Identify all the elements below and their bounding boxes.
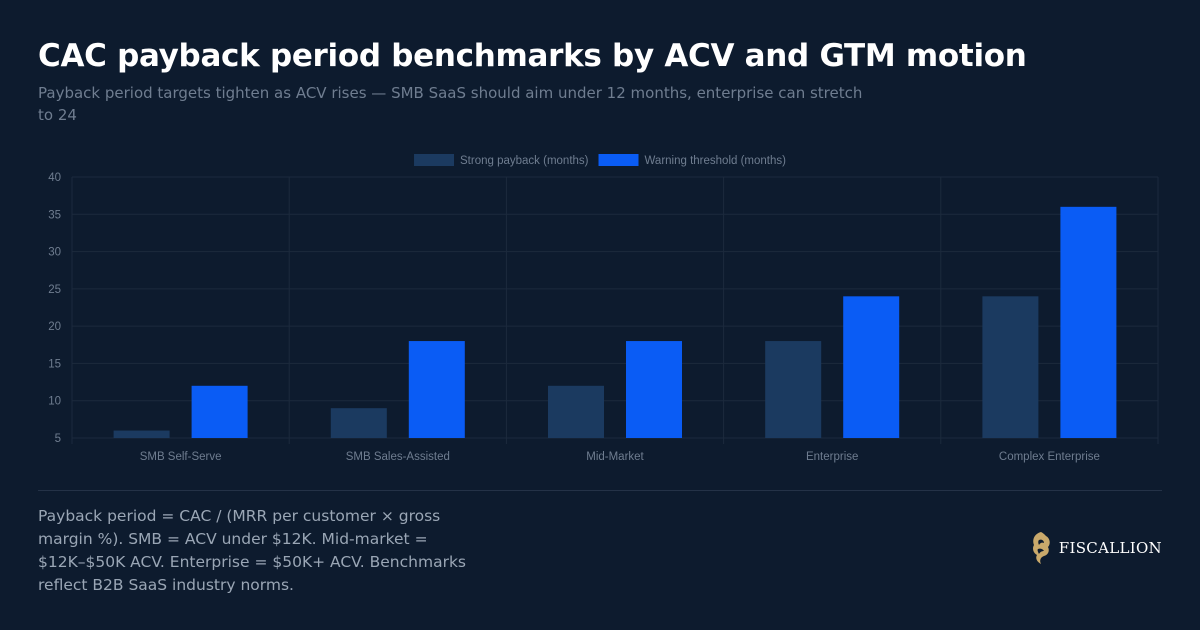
bar-warning-threshold (843, 296, 900, 438)
methodology-footnote: Payback period = CAC / (MRR per customer… (38, 507, 466, 594)
footer-divider (38, 490, 1162, 491)
bar-strong-payback (330, 408, 387, 438)
y-tick-label: 30 (48, 247, 61, 259)
bar-strong-payback (982, 296, 1039, 438)
x-tick-label: Complex Enterprise (999, 451, 1100, 463)
legend-label-warning-threshold: Warning threshold (months) (645, 155, 787, 167)
bar-strong-payback (113, 430, 170, 438)
bar-warning-threshold (1060, 206, 1117, 438)
x-tick-label: Mid-Market (586, 451, 644, 463)
y-tick-label: 25 (48, 284, 61, 296)
brand-name: FISCALLION (1058, 539, 1162, 557)
y-tick-label: 20 (48, 321, 61, 333)
x-tick-label: SMB Sales-Assisted (346, 451, 450, 463)
bar-chart: 5 10 15 20 25 30 35 40 SMB Self-Serve SMB Sales-A… (0, 140, 1200, 480)
legend-swatch-warning-threshold (598, 154, 639, 166)
y-tick-label: 40 (48, 172, 61, 184)
bar-warning-threshold (408, 341, 465, 438)
bar-warning-threshold (191, 385, 248, 438)
chart-title: CAC payback period benchmarks by ACV and… (38, 38, 1027, 74)
chart-subtitle: Payback period targets tighten as ACV ri… (38, 84, 863, 124)
x-tick-label: Enterprise (806, 451, 858, 463)
bar-strong-payback (765, 341, 822, 438)
bar-warning-threshold (626, 341, 682, 438)
y-tick-label: 15 (48, 358, 61, 370)
legend-label-strong-payback: Strong payback (months) (460, 155, 589, 167)
x-tick-label: SMB Self-Serve (140, 451, 222, 463)
bar-strong-payback (548, 385, 604, 438)
brand-logo: FISCALLION (1029, 530, 1162, 566)
lion-head-logo-icon (1032, 532, 1050, 564)
y-tick-label: 35 (48, 209, 61, 221)
legend-swatch-strong-payback (414, 154, 455, 166)
y-tick-label: 10 (48, 396, 61, 408)
y-tick-label: 5 (55, 433, 61, 445)
bar-chart-svg: 5 10 15 20 25 30 35 40 SMB Self-Serve SMB Sales-A… (48, 154, 1159, 463)
